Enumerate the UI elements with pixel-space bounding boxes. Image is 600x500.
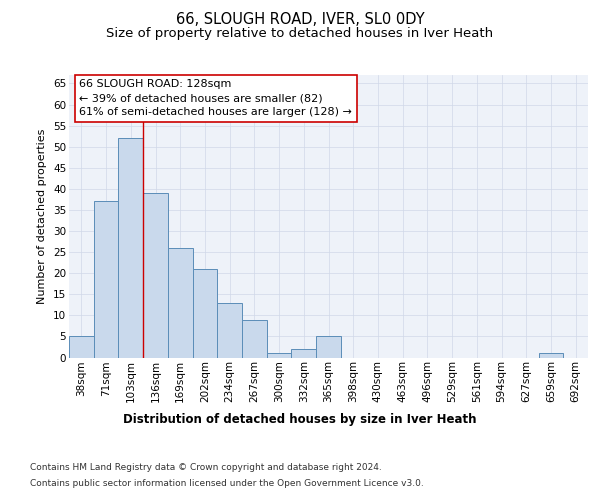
Bar [143,193,168,358]
Bar [292,349,316,358]
Bar [539,354,563,358]
Text: Contains HM Land Registry data © Crown copyright and database right 2024.: Contains HM Land Registry data © Crown c… [30,464,382,472]
Bar [69,336,94,357]
Text: Contains public sector information licensed under the Open Government Licence v3: Contains public sector information licen… [30,478,424,488]
Y-axis label: Number of detached properties: Number of detached properties [37,128,47,304]
Text: 66 SLOUGH ROAD: 128sqm
← 39% of detached houses are smaller (82)
61% of semi-det: 66 SLOUGH ROAD: 128sqm ← 39% of detached… [79,79,352,117]
Bar [242,320,267,358]
Bar [193,269,217,358]
Bar [267,354,292,358]
Bar [316,336,341,357]
Text: Distribution of detached houses by size in Iver Heath: Distribution of detached houses by size … [123,412,477,426]
Bar [118,138,143,358]
Bar [94,202,118,358]
Text: 66, SLOUGH ROAD, IVER, SL0 0DY: 66, SLOUGH ROAD, IVER, SL0 0DY [176,12,424,28]
Bar [168,248,193,358]
Text: Size of property relative to detached houses in Iver Heath: Size of property relative to detached ho… [106,28,494,40]
Bar [217,302,242,358]
